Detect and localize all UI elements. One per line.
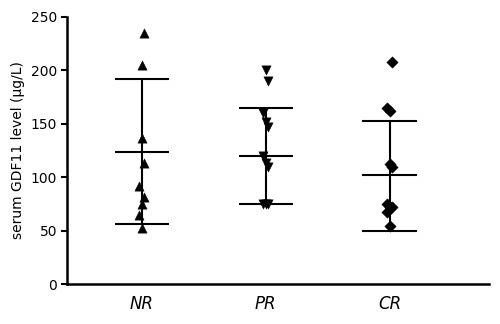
- Point: [138, 62, 146, 67]
- Point: [388, 164, 396, 169]
- Point: [383, 202, 391, 207]
- Point: [264, 124, 272, 130]
- Point: [262, 161, 270, 166]
- Point: [388, 205, 396, 210]
- Point: [140, 30, 148, 35]
- Point: [383, 105, 391, 110]
- Point: [264, 202, 272, 207]
- Point: [386, 162, 394, 167]
- Y-axis label: serum GDF11 level (μg/L): serum GDF11 level (μg/L): [11, 62, 25, 239]
- Point: [386, 223, 394, 228]
- Point: [264, 164, 272, 169]
- Point: [260, 202, 268, 207]
- Point: [138, 225, 146, 230]
- Point: [262, 202, 270, 207]
- Point: [136, 183, 143, 189]
- Point: [140, 161, 148, 166]
- Point: [138, 135, 146, 140]
- Point: [262, 119, 270, 124]
- Point: [388, 59, 396, 64]
- Point: [386, 108, 394, 113]
- Point: [260, 110, 268, 116]
- Point: [383, 209, 391, 214]
- Point: [136, 212, 143, 217]
- Point: [140, 194, 148, 199]
- Point: [138, 202, 146, 207]
- Point: [260, 153, 268, 158]
- Point: [386, 205, 394, 210]
- Point: [262, 68, 270, 73]
- Point: [264, 78, 272, 84]
